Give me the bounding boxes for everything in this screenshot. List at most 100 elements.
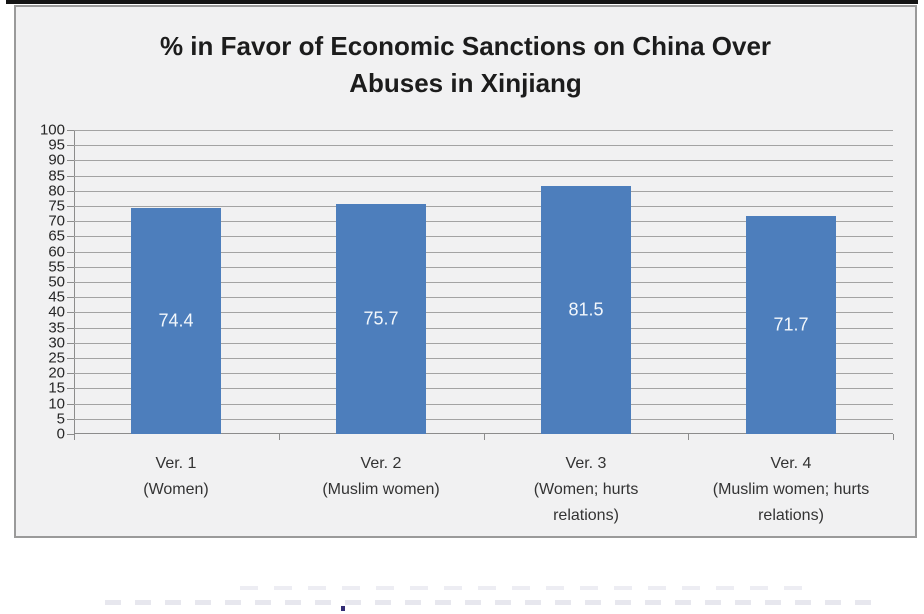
y-axis-tick [67, 130, 74, 131]
y-axis-tick-label: 35 [48, 319, 65, 337]
y-axis-tick [67, 176, 74, 177]
y-axis-tick [67, 434, 74, 435]
category-label-line: (Women) [143, 481, 209, 498]
cropped-text-remnant [240, 586, 805, 590]
y-axis-tick [67, 282, 74, 283]
y-axis-tick-label: 100 [39, 121, 65, 139]
x-axis-tick [74, 434, 75, 440]
gridline [74, 160, 893, 161]
y-axis-tick [67, 343, 74, 344]
category-axis: Ver. 1 (Women) Ver. 2 (Muslim women) Ver. 3 (… [74, 447, 893, 532]
y-axis-tick-label: 95 [48, 136, 65, 154]
category-label-line: relations) [758, 507, 824, 524]
category-label: Ver. 3 (Women; hurts relations) [471, 451, 701, 529]
gridline [74, 282, 893, 283]
chart-title: % in Favor of Economic Sanctions on Chin… [16, 28, 915, 102]
gridline [74, 221, 893, 222]
y-axis-tick [67, 236, 74, 237]
y-axis-tick-label: 55 [48, 258, 65, 276]
gridline [74, 312, 893, 313]
gridline [74, 176, 893, 177]
y-axis-tick-label: 25 [48, 349, 65, 367]
category-label-line: (Muslim women) [322, 481, 440, 498]
gridline [74, 419, 893, 420]
y-axis-tick [67, 297, 74, 298]
chart-title-line-2: Abuses in Xinjiang [349, 68, 582, 98]
gridline [74, 191, 893, 192]
cropped-text-remnant [105, 600, 885, 605]
y-axis-tick-label: 80 [48, 182, 65, 200]
y-axis-tick [67, 267, 74, 268]
y-axis-tick-label: 75 [48, 197, 65, 215]
y-axis-tick [67, 252, 74, 253]
y-axis-tick [67, 145, 74, 146]
y-axis-tick [67, 358, 74, 359]
gridline [74, 388, 893, 389]
category-label-line: (Muslim women; hurts [712, 481, 870, 498]
bar: 71.7 [746, 216, 836, 434]
y-axis-tick-label: 65 [48, 227, 65, 245]
x-axis-tick [279, 434, 280, 440]
x-axis-tick [688, 434, 689, 440]
chart-title-line-1: % in Favor of Economic Sanctions on Chin… [159, 31, 772, 61]
y-axis-tick [67, 312, 74, 313]
gridline [74, 130, 893, 131]
bar-value-label: 71.7 [773, 314, 809, 335]
y-axis-tick [67, 191, 74, 192]
gridline [74, 404, 893, 405]
x-axis-tick [893, 434, 894, 440]
y-axis-tick-label: 90 [48, 151, 65, 169]
top-border-strip [6, 0, 918, 4]
bar-value-label: 81.5 [568, 299, 604, 320]
y-axis-tick [67, 160, 74, 161]
y-axis-tick-label: 5 [56, 410, 65, 428]
category-label-line: (Women; hurts [533, 481, 639, 498]
y-axis-tick-label: 0 [56, 425, 65, 443]
y-axis-tick-label: 40 [48, 303, 65, 321]
gridline [74, 358, 893, 359]
gridline [74, 206, 893, 207]
gridline [74, 267, 893, 268]
category-label-line: relations) [553, 507, 619, 524]
category-label: Ver. 1 (Women) [61, 451, 291, 503]
bar: 75.7 [336, 204, 426, 434]
bar-value-label: 74.4 [158, 310, 194, 331]
y-axis-tick-label: 50 [48, 273, 65, 291]
gridline [74, 236, 893, 237]
y-axis-tick [67, 328, 74, 329]
y-axis-tick-label: 20 [48, 364, 65, 382]
y-axis-tick-label: 10 [48, 395, 65, 413]
gridline [74, 343, 893, 344]
y-axis-tick [67, 404, 74, 405]
y-axis-tick-label: 30 [48, 334, 65, 352]
y-axis-tick-label: 60 [48, 243, 65, 261]
bar-value-label: 75.7 [363, 308, 399, 329]
y-axis-tick-label: 15 [48, 379, 65, 397]
bar: 74.4 [131, 208, 221, 434]
y-axis-tick-label: 45 [48, 288, 65, 306]
category-label-line: Ver. 2 [360, 455, 402, 472]
plot-area: 0 5 10 15 20 25 30 35 40 45 50 55 60 65 70 75 80 85 90 95 10… [40, 123, 894, 442]
y-axis-tick [67, 373, 74, 374]
category-label-line: Ver. 4 [770, 455, 812, 472]
gridline [74, 328, 893, 329]
x-axis-line [74, 433, 893, 434]
y-axis-tick [67, 221, 74, 222]
gridline [74, 297, 893, 298]
category-label-line: Ver. 3 [565, 455, 607, 472]
gridline [74, 145, 893, 146]
gridline [74, 252, 893, 253]
gridline [74, 373, 893, 374]
y-axis-tick [67, 206, 74, 207]
category-label: Ver. 4 (Muslim women; hurts relations) [676, 451, 906, 529]
bar: 81.5 [541, 186, 631, 434]
x-axis-tick [484, 434, 485, 440]
y-axis-tick-label: 70 [48, 212, 65, 230]
chart-object[interactable]: % in Favor of Economic Sanctions on Chin… [14, 5, 917, 538]
category-label-line: Ver. 1 [155, 455, 197, 472]
y-axis-tick [67, 388, 74, 389]
y-axis-tick-label: 85 [48, 167, 65, 185]
category-label: Ver. 2 (Muslim women) [266, 451, 496, 503]
cropped-ink-dot [341, 606, 345, 611]
y-axis-tick [67, 419, 74, 420]
